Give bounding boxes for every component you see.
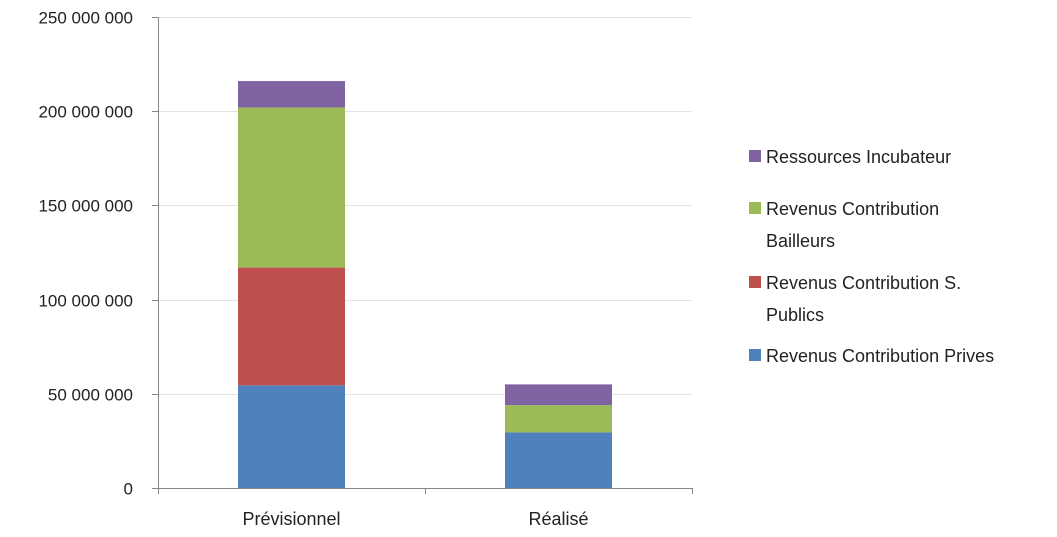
- y-tick-label: 0: [124, 480, 133, 499]
- x-category-label: Réalisé: [528, 509, 588, 529]
- bar-segment-revenus-contribution-prives: [238, 385, 345, 488]
- bar-segment-revenus-contribution-bailleurs: [505, 405, 612, 433]
- y-tick-label: 200 000 000: [38, 103, 133, 122]
- x-category-label: Prévisionnel: [242, 509, 340, 529]
- legend-swatch: [749, 150, 761, 162]
- bar-segment-revenus-contribution-s-publics: [238, 267, 345, 386]
- bar-segment-revenus-contribution-bailleurs: [238, 107, 345, 268]
- bar-segment-ressources-incubateur: [238, 81, 345, 108]
- axes: 0 50 000 000 100 000 000 150 000 000 200 000…: [38, 9, 693, 529]
- legend: Ressources Incubateur Revenus Contributio…: [749, 147, 994, 366]
- y-tick-label: 100 000 000: [38, 292, 133, 311]
- legend-label: Publics: [766, 305, 824, 325]
- legend-label: Bailleurs: [766, 231, 835, 251]
- legend-label: Ressources Incubateur: [766, 147, 951, 167]
- y-tick-label: 250 000 000: [38, 9, 133, 28]
- bars: [238, 81, 612, 488]
- legend-swatch: [749, 349, 761, 361]
- legend-swatch: [749, 276, 761, 288]
- legend-label: Revenus Contribution Prives: [766, 346, 994, 366]
- bar-segment-ressources-incubateur: [505, 384, 612, 406]
- y-tick-label: 50 000 000: [48, 386, 133, 405]
- bar-segment-revenus-contribution-prives: [505, 432, 612, 488]
- legend-label: Revenus Contribution S.: [766, 273, 961, 293]
- y-tick-label: 150 000 000: [38, 197, 133, 216]
- legend-swatch: [749, 202, 761, 214]
- legend-label: Revenus Contribution: [766, 199, 939, 219]
